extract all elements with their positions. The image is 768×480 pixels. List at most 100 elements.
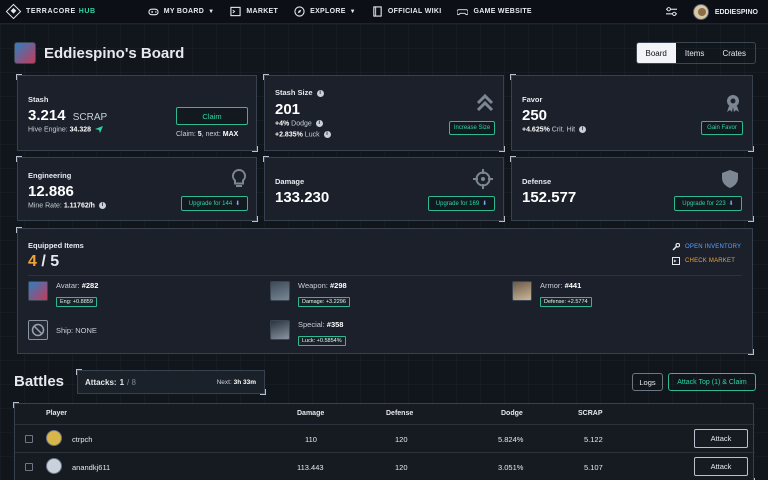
stash-size-value: 201 xyxy=(275,101,301,118)
weapon-slot[interactable]: Weapon: #298 Damage: +3.2296 xyxy=(270,281,350,308)
next-attack-label: Next: xyxy=(216,378,232,386)
nav-market[interactable]: MARKET xyxy=(230,6,278,17)
column-damage[interactable]: Damage xyxy=(297,410,325,417)
download-icon: ⬇ xyxy=(482,201,488,207)
check-market-link[interactable]: CHECK MARKET xyxy=(672,257,735,265)
wrench-icon xyxy=(672,243,680,251)
avatar-slot[interactable]: Avatar: #282 Eng: +0.8859 xyxy=(28,281,98,308)
claim-button[interactable]: Claim xyxy=(176,107,248,125)
avatar-slot-name: Avatar: #282 xyxy=(56,281,98,290)
crit-value: +4.625% xyxy=(522,126,550,134)
tab-board[interactable]: Board xyxy=(636,43,676,63)
nav-game-website[interactable]: GAME WEBSITE xyxy=(457,6,532,17)
mine-rate-line: Mine Rate: 1.11762/h i xyxy=(28,202,106,209)
logs-button[interactable]: Logs xyxy=(632,373,663,391)
upgrade-defense-button[interactable]: Upgrade for 223 ⬇ xyxy=(674,196,742,211)
dodge-value: +4% xyxy=(275,120,290,128)
player-name[interactable]: ctrpch xyxy=(72,435,93,444)
column-scrap[interactable]: SCRAP xyxy=(578,410,603,417)
info-icon[interactable]: i xyxy=(315,120,323,127)
player-defense: 120 xyxy=(395,463,408,472)
controller-icon xyxy=(457,9,469,16)
defense-value: 152.577 xyxy=(522,189,577,206)
stash-unit: SCRAP xyxy=(72,112,108,123)
weapon-slot-label: Weapon: xyxy=(298,281,328,290)
special-item-image xyxy=(270,320,290,340)
upgrade-engineering-button[interactable]: Upgrade for 144 ⬇ xyxy=(181,196,248,211)
equipped-items-card: Equipped Items 4 / 5 OPEN INVENTORY CHEC… xyxy=(16,227,754,355)
player-scrap: 5.122 xyxy=(584,435,603,444)
column-dodge[interactable]: Dodge xyxy=(501,410,523,417)
armor-slot-id: #441 xyxy=(564,281,582,290)
stash-amount: 3.214 xyxy=(28,107,66,124)
row-checkbox[interactable] xyxy=(25,435,33,443)
nav-market-label: MARKET xyxy=(246,8,279,15)
attack-button[interactable]: Attack xyxy=(694,457,748,476)
dodge-label: Dodge xyxy=(291,120,312,128)
nav-my-board[interactable]: MY BOARD ▼ xyxy=(148,6,215,17)
row-checkbox[interactable] xyxy=(25,463,33,471)
info-icon[interactable]: i xyxy=(323,131,331,138)
luck-label: Luck xyxy=(304,131,320,139)
nav-explore[interactable]: EXPLORE ▼ xyxy=(294,6,356,17)
column-player[interactable]: Player xyxy=(46,410,68,417)
claim-info: Claim: 5, next: MAX xyxy=(176,131,238,138)
username[interactable]: EDDIESPINO xyxy=(714,8,758,16)
info-icon[interactable]: i xyxy=(316,89,324,97)
increase-size-button[interactable]: Increase Size xyxy=(449,121,495,135)
defense-card: Defense 152.577 Upgrade for 223 ⬇ xyxy=(510,156,754,222)
player-scrap: 5.107 xyxy=(584,463,603,472)
armor-slot[interactable]: Armor: #441 Defense: +2.5774 xyxy=(512,281,592,308)
next-attack: Next: 3h 33m xyxy=(217,379,256,386)
nav-official-wiki[interactable]: OFFICIAL WIKI xyxy=(372,6,442,17)
nav-right: EDDIESPINO xyxy=(665,0,758,24)
attacks-total: / 8 xyxy=(127,377,136,387)
engineering-value: 12.886 xyxy=(28,183,74,200)
settings-toggle-icon[interactable] xyxy=(665,7,677,17)
engineering-label: Engineering xyxy=(28,171,72,180)
terracore-logo-icon xyxy=(5,3,22,20)
info-icon[interactable]: i xyxy=(579,126,587,133)
claim-label: Claim: xyxy=(176,131,196,138)
tab-items[interactable]: Items xyxy=(684,48,705,58)
attack-button[interactable]: Attack xyxy=(694,429,748,448)
info-icon[interactable]: i xyxy=(98,202,106,209)
terminal-icon xyxy=(672,257,680,265)
damage-value: 133.230 xyxy=(275,189,330,206)
lightbulb-icon xyxy=(231,168,247,187)
column-defense[interactable]: Defense xyxy=(386,410,414,417)
ship-slot[interactable]: Ship: NONE xyxy=(28,320,97,340)
upgrade-engineering-label: Upgrade for 144 xyxy=(188,200,233,207)
player-name[interactable]: anandkj611 xyxy=(72,463,111,472)
user-avatar[interactable] xyxy=(692,4,709,20)
special-slot-name: Special: #358 xyxy=(298,320,346,329)
upgrade-damage-label: Upgrade for 169 xyxy=(435,200,480,207)
stash-size-card: Stash Size i 201 +4% Dodge i +2.835% Luc… xyxy=(263,74,505,152)
hive-engine-value: 34.328 xyxy=(69,126,92,134)
stash-card: Stash 3.214 SCRAP Hive Engine: 34.328 Cl… xyxy=(16,74,258,152)
nav-official-wiki-label: OFFICIAL WIKI xyxy=(387,8,442,15)
mine-rate-label: Mine Rate: xyxy=(28,202,62,210)
brand-hub: HUB xyxy=(78,8,96,15)
special-slot[interactable]: Special: #358 Luck: +0.5854% xyxy=(270,320,346,347)
chevron-down-icon: ▼ xyxy=(208,8,215,15)
weapon-slot-id: #298 xyxy=(329,281,347,290)
attack-top-claim-button[interactable]: Attack Top (1) & Claim xyxy=(668,373,756,391)
send-icon[interactable] xyxy=(95,126,104,133)
weapon-item-image xyxy=(270,281,290,301)
weapon-stat-chip: Damage: +3.2296 xyxy=(298,297,350,307)
check-market-label: CHECK MARKET xyxy=(685,258,736,264)
crit-label: Crit. Hit xyxy=(551,126,576,134)
board-avatar xyxy=(14,42,36,64)
gain-favor-button[interactable]: Gain Favor xyxy=(701,121,743,135)
brand-logo[interactable]: TERRACORE HUB xyxy=(5,3,96,20)
tab-crates[interactable]: Crates xyxy=(722,48,746,58)
upgrade-damage-button[interactable]: Upgrade for 169 ⬇ xyxy=(428,196,495,211)
table-row: anandkj611 113.443 120 3.051% 5.107 Atta… xyxy=(15,452,755,480)
medal-icon xyxy=(727,95,739,112)
equipped-total: 5 xyxy=(50,253,60,270)
ship-slot-empty xyxy=(28,320,48,340)
favor-value: 250 xyxy=(522,107,548,124)
open-inventory-link[interactable]: OPEN INVENTORY xyxy=(672,243,741,251)
brand-name: TERRACORE xyxy=(26,8,76,15)
